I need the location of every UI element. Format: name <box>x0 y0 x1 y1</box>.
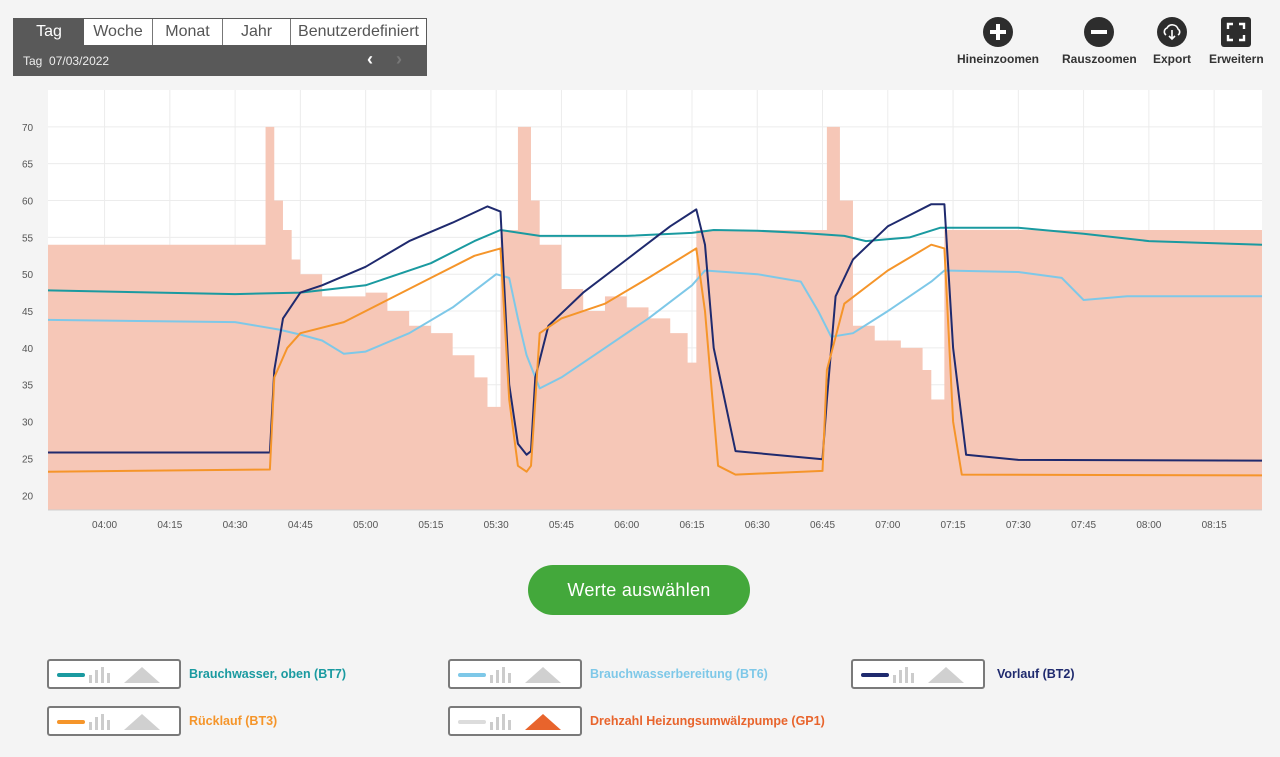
chevron-right-icon[interactable]: › <box>396 49 402 69</box>
y-tick-label: 35 <box>22 381 34 392</box>
line-swatch-icon <box>861 673 889 677</box>
series-area-gp1 <box>48 126 1262 510</box>
area-chart-icon <box>525 667 561 683</box>
zoom-out-label: Rauszoomen <box>1062 52 1137 66</box>
y-tick-label: 30 <box>22 418 34 429</box>
cloud-download-icon <box>1155 15 1189 49</box>
legend-label-bt2: Vorlauf (BT2) <box>997 667 1075 681</box>
x-tick-label: 05:15 <box>418 520 443 531</box>
x-tick-label: 07:00 <box>875 520 900 531</box>
legend-toggle[interactable] <box>448 659 582 689</box>
legend-label-gp1: Drehzahl Heizungsumwälzpumpe (GP1) <box>590 714 825 728</box>
series-line-bt6 <box>47 269 1262 390</box>
temperature-chart[interactable]: 20 25 30 35 40 45 50 55 60 65 70 04:00 04:15 04:30 04:… <box>0 90 1280 545</box>
legend-toggle[interactable] <box>448 706 582 736</box>
legend-item-bt7[interactable]: Brauchwasser, oben (BT7) <box>47 659 346 689</box>
line-swatch-icon <box>57 673 85 677</box>
x-tick-label: 07:30 <box>1006 520 1031 531</box>
legend-label-bt6: Brauchwasserbereitung (BT6) <box>590 667 768 681</box>
line-swatch-icon <box>57 720 85 724</box>
series-line-bt3 <box>47 243 1263 477</box>
legend-label-bt7: Brauchwasser, oben (BT7) <box>189 667 346 681</box>
x-tick-label: 05:45 <box>549 520 574 531</box>
bar-chart-icon <box>89 714 110 730</box>
period-tabs: Tag Woche Monat Jahr Benutzerdefiniert <box>14 19 426 45</box>
chevron-left-icon[interactable]: ‹ <box>367 49 373 69</box>
tab-day[interactable]: Tag <box>14 19 84 45</box>
series-line-bt7 <box>47 226 1263 296</box>
series-line-bt2 <box>48 203 1263 462</box>
x-tick-label: 05:00 <box>353 520 378 531</box>
zoom-out-button[interactable]: Rauszoomen <box>1062 15 1137 66</box>
y-tick-label: 65 <box>22 160 34 171</box>
legend-toggle[interactable] <box>851 659 985 689</box>
y-tick-label: 60 <box>22 197 34 208</box>
x-tick-label: 06:45 <box>810 520 835 531</box>
area-chart-icon <box>928 667 964 683</box>
legend-toggle[interactable] <box>47 706 181 736</box>
tab-week[interactable]: Woche <box>84 19 153 45</box>
bar-chart-icon <box>490 667 511 683</box>
date-label: Tag <box>23 54 43 68</box>
period-selector: Tag Woche Monat Jahr Benutzerdefiniert T… <box>13 18 427 76</box>
expand-button[interactable]: Erweitern <box>1209 15 1264 66</box>
area-chart-icon <box>525 714 561 730</box>
tab-year[interactable]: Jahr <box>223 19 291 45</box>
fullscreen-icon <box>1219 15 1253 49</box>
bar-chart-icon <box>893 667 914 683</box>
line-swatch-icon <box>458 673 486 677</box>
minus-circle-icon <box>1082 15 1116 49</box>
area-chart-icon <box>124 667 160 683</box>
expand-label: Erweitern <box>1209 52 1264 66</box>
date-value: 07/03/2022 <box>49 54 110 68</box>
x-tick-label: 07:15 <box>941 520 966 531</box>
legend-item-bt2[interactable]: Vorlauf (BT2) <box>851 659 1075 689</box>
y-tick-label: 45 <box>22 307 34 318</box>
x-tick-label: 05:30 <box>484 520 509 531</box>
area-chart-icon <box>124 714 160 730</box>
x-tick-label: 08:15 <box>1202 520 1227 531</box>
export-label: Export <box>1153 52 1192 66</box>
x-tick-label: 04:00 <box>92 520 117 531</box>
legend-item-gp1[interactable]: Drehzahl Heizungsumwälzpumpe (GP1) <box>448 706 825 736</box>
x-tick-label: 07:45 <box>1071 520 1096 531</box>
x-tick-label: 06:30 <box>745 520 770 531</box>
y-tick-label: 55 <box>22 233 34 244</box>
tab-month[interactable]: Monat <box>153 19 223 45</box>
export-button[interactable]: Export <box>1153 15 1191 66</box>
date-display: Tag 07/03/2022 <box>23 54 109 68</box>
y-tick-label: 25 <box>22 454 34 465</box>
x-tick-label: 06:15 <box>679 520 704 531</box>
bar-chart-icon <box>89 667 110 683</box>
legend-label-bt3: Rücklauf (BT3) <box>189 714 278 728</box>
y-tick-label: 40 <box>22 344 34 355</box>
y-tick-label: 70 <box>22 123 34 134</box>
bar-chart-icon <box>490 714 511 730</box>
x-tick-label: 04:45 <box>288 520 313 531</box>
zoom-in-label: Hineinzoomen <box>957 52 1040 66</box>
y-tick-label: 20 <box>22 491 34 502</box>
select-values-button[interactable]: Werte auswählen <box>528 565 750 615</box>
y-tick-label: 50 <box>22 270 34 281</box>
x-tick-label: 08:00 <box>1136 520 1161 531</box>
line-swatch-icon <box>458 720 486 724</box>
tab-custom[interactable]: Benutzerdefiniert <box>291 19 426 45</box>
zoom-in-button[interactable]: Hineinzoomen <box>957 15 1039 66</box>
legend-item-bt3[interactable]: Rücklauf (BT3) <box>47 706 277 736</box>
x-tick-label: 04:30 <box>223 520 248 531</box>
legend-toggle[interactable] <box>47 659 181 689</box>
legend-item-bt6[interactable]: Brauchwasserbereitung (BT6) <box>448 659 768 689</box>
plus-circle-icon <box>981 15 1015 49</box>
x-tick-label: 04:15 <box>157 520 182 531</box>
x-tick-label: 06:00 <box>614 520 639 531</box>
